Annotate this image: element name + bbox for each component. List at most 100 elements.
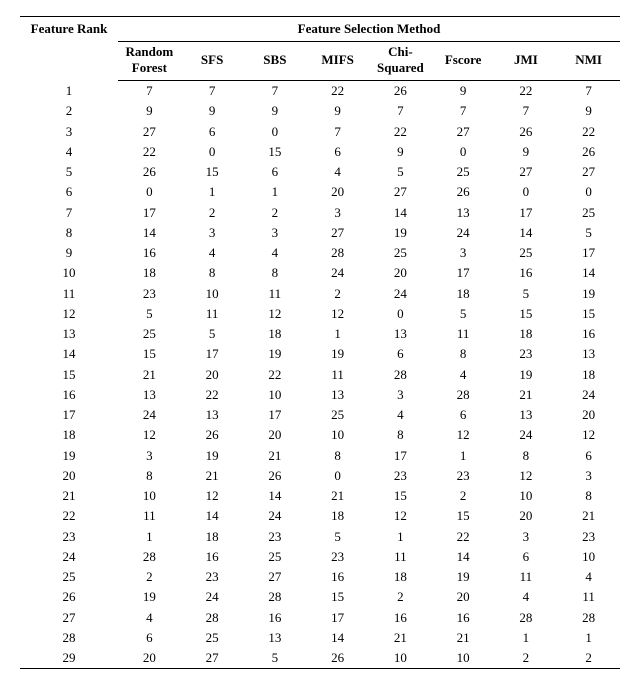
value-cell: 3 [432, 243, 495, 263]
value-cell: 8 [306, 446, 369, 466]
value-cell: 28 [306, 243, 369, 263]
value-cell: 9 [557, 101, 620, 121]
value-cell: 27 [244, 567, 307, 587]
value-cell: 9 [495, 142, 558, 162]
value-cell: 24 [244, 506, 307, 526]
table-row: 601120272600 [20, 182, 620, 202]
value-cell: 10 [557, 547, 620, 567]
value-cell: 16 [118, 243, 181, 263]
table-row: 91644282532517 [20, 243, 620, 263]
value-cell: 11 [118, 506, 181, 526]
value-cell: 14 [181, 506, 244, 526]
value-cell: 9 [118, 101, 181, 121]
method-header: SBS [244, 42, 307, 81]
value-cell: 17 [432, 263, 495, 283]
value-cell: 24 [118, 405, 181, 425]
value-cell: 12 [244, 304, 307, 324]
value-cell: 2 [181, 203, 244, 223]
value-cell: 13 [557, 344, 620, 364]
value-cell: 18 [306, 506, 369, 526]
value-cell: 22 [118, 142, 181, 162]
value-cell: 19 [432, 567, 495, 587]
table-row: 208212602323123 [20, 466, 620, 486]
value-cell: 26 [495, 122, 558, 142]
value-cell: 11 [369, 547, 432, 567]
value-cell: 23 [557, 527, 620, 547]
value-cell: 16 [557, 324, 620, 344]
value-cell: 10 [306, 425, 369, 445]
value-cell: 19 [181, 446, 244, 466]
value-cell: 23 [432, 466, 495, 486]
value-cell: 23 [495, 344, 558, 364]
value-cell: 14 [244, 486, 307, 506]
value-cell: 21 [306, 486, 369, 506]
rank-cell: 3 [20, 122, 118, 142]
value-cell: 25 [557, 203, 620, 223]
table-row: 32760722272622 [20, 122, 620, 142]
value-cell: 3 [118, 446, 181, 466]
value-cell: 27 [181, 648, 244, 669]
table-row: 1018882420171614 [20, 263, 620, 283]
value-cell: 11 [557, 587, 620, 607]
value-cell: 10 [369, 648, 432, 669]
value-cell: 19 [557, 284, 620, 304]
value-cell: 6 [244, 162, 307, 182]
value-cell: 0 [118, 182, 181, 202]
value-cell: 21 [369, 628, 432, 648]
value-cell: 20 [181, 365, 244, 385]
value-cell: 2 [369, 587, 432, 607]
value-cell: 20 [118, 648, 181, 669]
value-cell: 15 [495, 304, 558, 324]
value-cell: 15 [432, 506, 495, 526]
value-cell: 2 [244, 203, 307, 223]
value-cell: 1 [244, 182, 307, 202]
table-row: 2110121421152108 [20, 486, 620, 506]
value-cell: 26 [118, 162, 181, 182]
value-cell: 6 [432, 405, 495, 425]
value-cell: 25 [181, 628, 244, 648]
value-cell: 22 [369, 122, 432, 142]
value-cell: 10 [495, 486, 558, 506]
table-row: 15212022112841918 [20, 365, 620, 385]
rank-cell: 6 [20, 182, 118, 202]
value-cell: 19 [244, 344, 307, 364]
table-row: 16132210133282124 [20, 385, 620, 405]
value-cell: 7 [432, 101, 495, 121]
value-cell: 26 [181, 425, 244, 445]
value-cell: 13 [369, 324, 432, 344]
value-cell: 3 [306, 203, 369, 223]
value-cell: 7 [495, 101, 558, 121]
table-row: 2522327161819114 [20, 567, 620, 587]
table-header: Feature Rank Feature Selection Method Ra… [20, 17, 620, 81]
value-cell: 8 [181, 263, 244, 283]
value-cell: 22 [306, 81, 369, 102]
value-cell: 20 [495, 506, 558, 526]
value-cell: 5 [557, 223, 620, 243]
rank-cell: 8 [20, 223, 118, 243]
rank-cell: 7 [20, 203, 118, 223]
value-cell: 10 [118, 486, 181, 506]
value-cell: 24 [557, 385, 620, 405]
value-cell: 1 [495, 628, 558, 648]
value-cell: 5 [244, 648, 307, 669]
value-cell: 6 [369, 344, 432, 364]
value-cell: 12 [495, 466, 558, 486]
value-cell: 14 [369, 203, 432, 223]
value-cell: 23 [181, 567, 244, 587]
rank-cell: 13 [20, 324, 118, 344]
table-row: 299997779 [20, 101, 620, 121]
rank-cell: 16 [20, 385, 118, 405]
value-cell: 0 [432, 142, 495, 162]
value-cell: 7 [557, 81, 620, 102]
rank-cell: 15 [20, 365, 118, 385]
value-cell: 1 [432, 446, 495, 466]
value-cell: 24 [181, 587, 244, 607]
value-cell: 11 [244, 284, 307, 304]
value-cell: 25 [244, 547, 307, 567]
feature-rank-table: Feature Rank Feature Selection Method Ra… [20, 16, 620, 669]
value-cell: 21 [495, 385, 558, 405]
value-cell: 5 [181, 324, 244, 344]
value-cell: 27 [369, 182, 432, 202]
value-cell: 15 [306, 587, 369, 607]
value-cell: 11 [181, 304, 244, 324]
